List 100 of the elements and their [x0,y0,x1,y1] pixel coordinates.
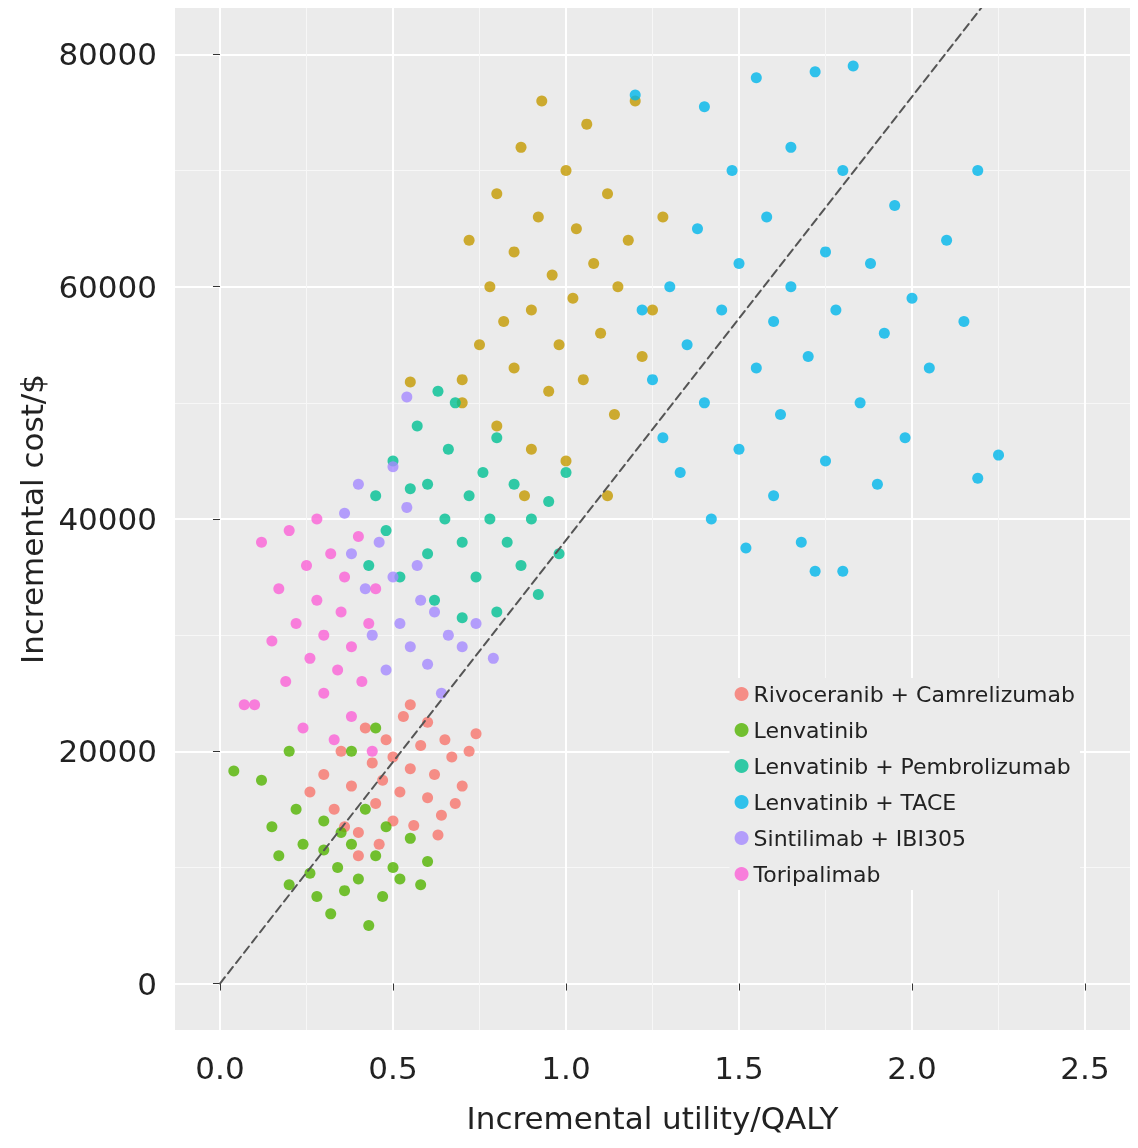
point [740,542,752,554]
point [768,316,780,328]
point [820,455,832,467]
point [553,339,565,351]
point [345,710,357,722]
point [345,780,357,792]
point [487,652,499,664]
point [525,443,537,455]
point [449,798,461,810]
point [470,728,482,740]
point [972,472,984,484]
point [647,304,658,316]
point [422,548,434,560]
point [432,385,444,397]
point [726,165,738,177]
point [463,234,475,246]
point [422,478,434,490]
point [733,443,745,455]
point [536,95,548,107]
point [442,629,454,641]
point [366,757,378,769]
x-tick-label: 2.5 [1060,1049,1110,1086]
point [795,536,807,548]
point [297,722,309,734]
point [352,478,364,490]
point [456,374,468,386]
legend-label: Lenvatinib + TACE [753,789,957,815]
point [508,246,520,258]
point [318,769,330,780]
point [664,281,676,293]
point [775,408,787,420]
point [602,188,614,200]
point [560,165,572,177]
point [847,60,859,72]
point [311,513,323,525]
point [363,919,375,931]
point [698,397,710,409]
point [429,606,441,618]
point [785,281,797,293]
point [456,612,468,624]
point [432,829,444,841]
y-tick-label: 60000 [58,268,157,305]
point [363,559,375,571]
point [622,234,634,246]
point [809,66,821,78]
point [422,792,434,804]
point [525,304,537,316]
point [560,455,572,467]
point [335,745,347,757]
point [449,397,461,409]
point [256,536,267,548]
point [283,745,295,757]
point [518,490,530,502]
point [283,879,295,891]
point [339,507,351,519]
point [318,687,330,699]
point [380,664,392,676]
point [228,765,240,777]
point [352,530,364,542]
point [339,571,351,583]
point [871,478,883,490]
point [359,583,371,595]
point [820,246,832,258]
point [328,734,340,746]
point [380,821,392,833]
point [733,258,745,269]
point [363,618,375,630]
point [477,467,489,479]
point [387,861,399,873]
point [993,449,1005,461]
legend-label: Lenvatinib + Pembrolizumab [753,753,1071,779]
point [581,118,593,130]
point [608,408,620,420]
point [352,827,364,839]
point [657,432,669,444]
point [647,374,658,386]
y-tick-label: 0 [137,965,157,1002]
point [404,699,416,711]
point [525,513,537,525]
point [809,565,821,577]
point [352,850,364,862]
point [629,89,641,101]
point [543,496,555,508]
x-axis-title: Incremental utility/QALY [466,1099,839,1136]
point [595,327,607,339]
point [318,629,330,641]
point [491,420,503,432]
point [972,165,984,177]
point [442,443,454,455]
point [356,676,368,688]
point [404,376,416,388]
point [415,594,427,606]
point [325,548,337,560]
point [394,873,406,885]
point [266,821,278,833]
point [532,211,544,223]
point [408,820,420,832]
point [698,101,710,113]
point [878,327,890,339]
point [439,734,451,746]
